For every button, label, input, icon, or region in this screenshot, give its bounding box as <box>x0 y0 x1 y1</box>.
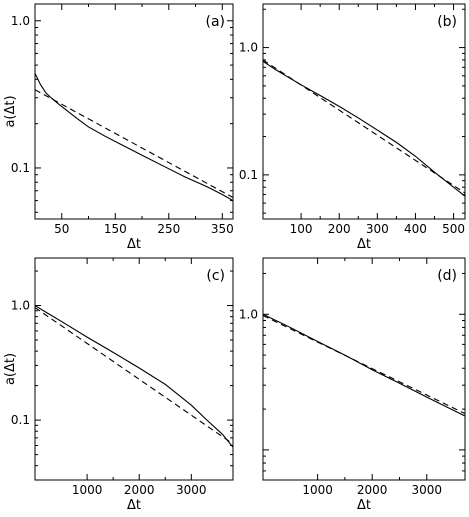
x-tick-label: 2000 <box>357 483 388 497</box>
y-tick-label: 1.0 <box>11 299 30 313</box>
x-axis-title: Δt <box>357 237 371 252</box>
y-tick-label: 1.0 <box>239 41 258 55</box>
plot-frame <box>34 257 234 481</box>
y-axis-title: a(Δt) <box>3 353 18 385</box>
x-tick-label: 300 <box>366 222 389 236</box>
data-line-solid <box>35 73 233 202</box>
x-tick-label: 3000 <box>176 483 207 497</box>
x-tick-label: 1000 <box>302 483 333 497</box>
panel-label: (b) <box>437 14 457 30</box>
x-axis-title: Δt <box>357 498 371 513</box>
panel-3: 1000 2000 3000 1.0 Δt (d) <box>239 257 466 513</box>
fit-line-dashed <box>263 314 465 415</box>
data-line-solid <box>35 305 233 448</box>
plot-frame <box>34 3 234 220</box>
x-tick-label: 500 <box>442 222 465 236</box>
fit-line-dashed <box>35 307 233 445</box>
x-axis-title: Δt <box>127 237 141 252</box>
y-tick-label: 0.1 <box>239 168 258 182</box>
panel-label: (c) <box>206 268 225 284</box>
x-tick-label: 1000 <box>72 483 103 497</box>
fit-line-dashed <box>263 59 465 194</box>
panel-1: 100 200 300 400 500 1.0 0.1 Δt (b) <box>239 3 466 252</box>
panel-0: 50 150 250 350 1.0 0.1 Δt a(Δt) (a) <box>3 3 234 252</box>
x-tick-label: 150 <box>104 222 127 236</box>
panel-label: (d) <box>437 268 457 284</box>
y-tick-label: 0.1 <box>11 413 30 427</box>
data-line-solid <box>263 60 465 197</box>
y-axis-title: a(Δt) <box>3 95 18 127</box>
x-tick-label: 50 <box>54 222 69 236</box>
y-tick-label: 0.1 <box>11 161 30 175</box>
x-axis-title: Δt <box>127 498 141 513</box>
y-tick-label: 1.0 <box>239 307 258 321</box>
plot-frame <box>262 257 466 481</box>
x-tick-label: 2000 <box>124 483 155 497</box>
data-line-solid <box>263 313 465 417</box>
x-tick-label: 400 <box>404 222 427 236</box>
x-tick-label: 200 <box>328 222 351 236</box>
panel-label: (a) <box>205 14 225 30</box>
x-tick-label: 3000 <box>412 483 443 497</box>
plot-frame <box>262 3 466 220</box>
x-tick-label: 250 <box>157 222 180 236</box>
panel-2: 1000 2000 3000 1.0 0.1 Δt a(Δt) (c) <box>3 257 234 513</box>
y-tick-label: 1.0 <box>11 14 30 28</box>
x-tick-label: 350 <box>211 222 234 236</box>
x-tick-label: 100 <box>290 222 313 236</box>
fit-line-dashed <box>35 89 233 198</box>
